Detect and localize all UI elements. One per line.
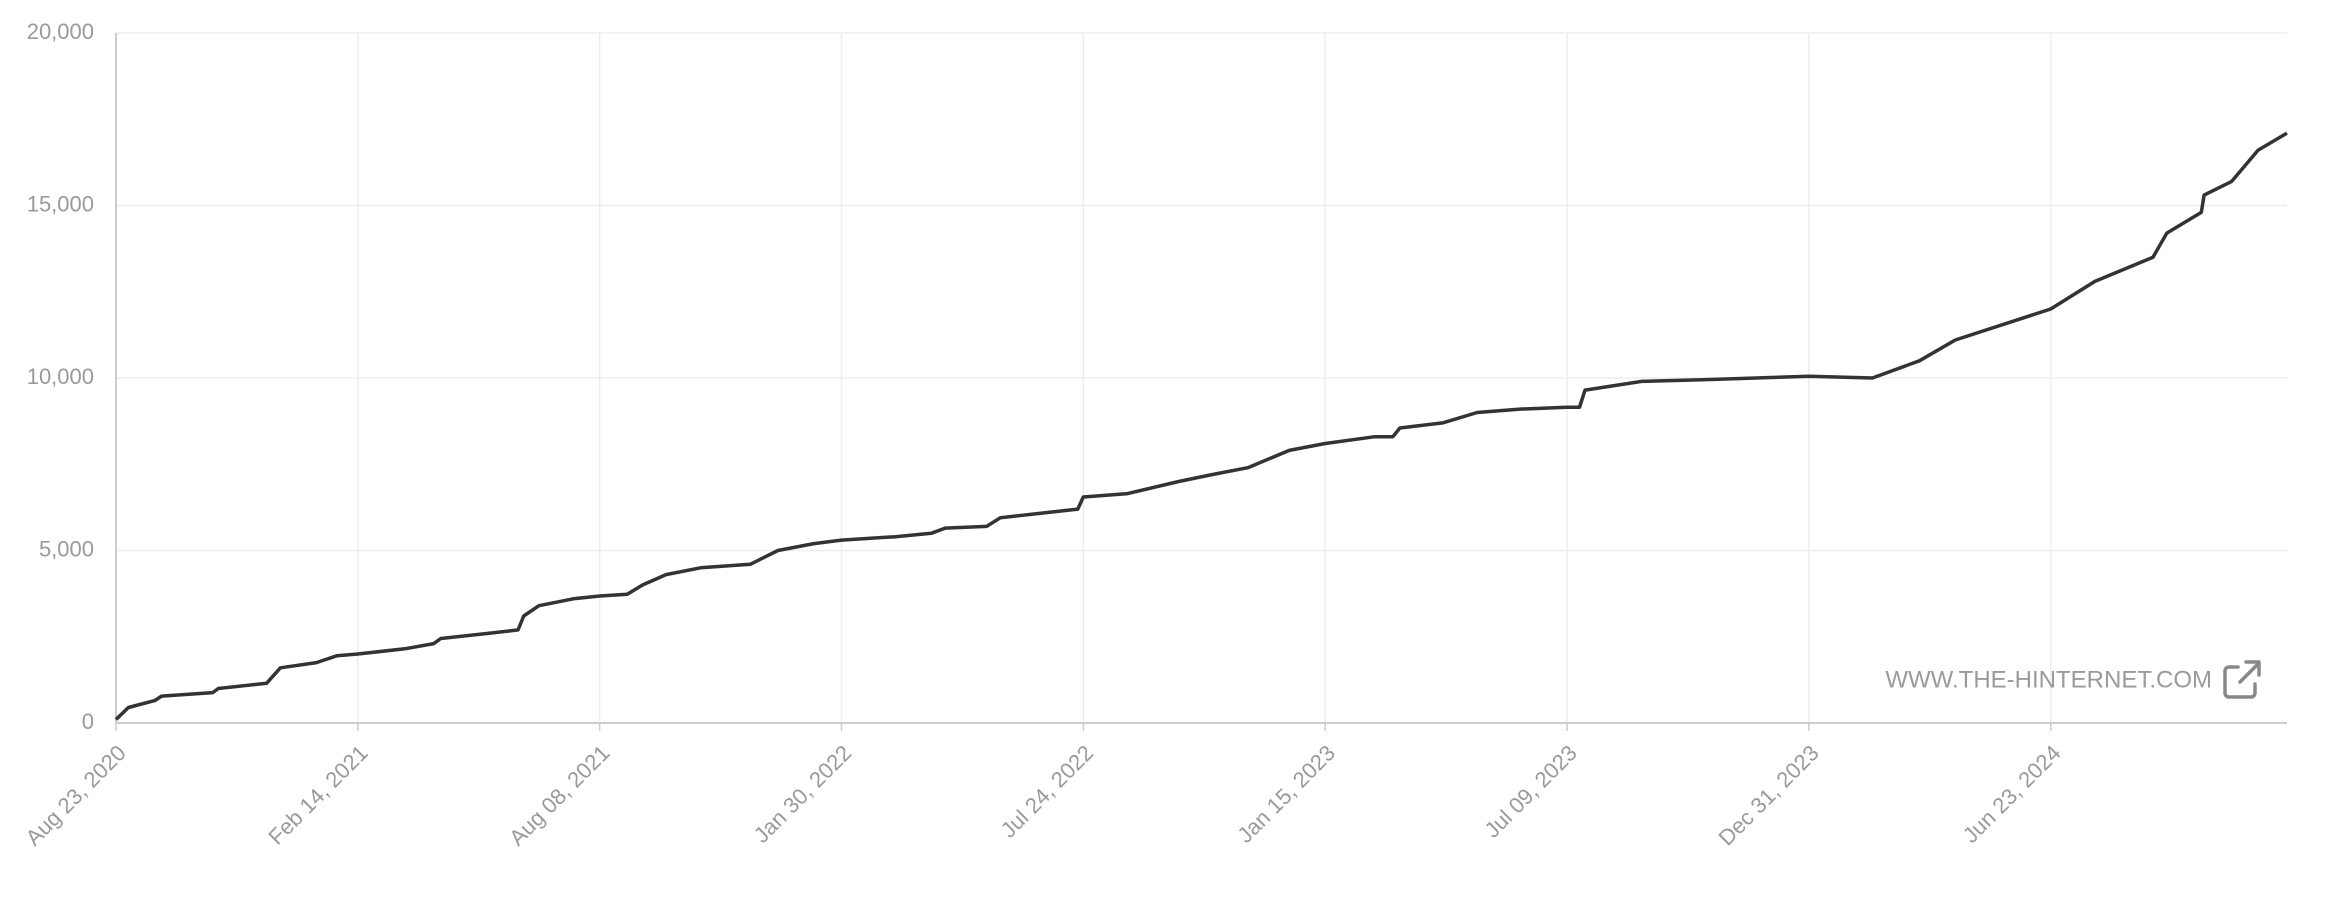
y-tick-label: 10,000	[27, 364, 94, 389]
x-tick-label: Jan 30, 2022	[749, 740, 857, 848]
y-tick-label: 0	[82, 709, 94, 734]
x-tick-label: Dec 31, 2023	[1713, 740, 1823, 850]
external-link-icon[interactable]	[2223, 660, 2261, 699]
x-tick-label: Jun 23, 2024	[1958, 740, 2066, 848]
x-tick-label: Jul 09, 2023	[1479, 740, 1581, 842]
icon-box	[2223, 665, 2257, 699]
x-tick-label: Aug 08, 2021	[504, 740, 614, 850]
y-tick-label: 5,000	[39, 536, 94, 561]
x-tick-label: Jul 24, 2022	[996, 740, 1098, 842]
plot: 0 5,000 10,000 15,000 20,000 Aug 23, 2020 Feb …	[21, 19, 2288, 850]
y-tick-label: 20,000	[27, 19, 94, 44]
icon-arrow	[2238, 660, 2261, 684]
x-tick-label: Jan 15, 2023	[1232, 740, 1340, 848]
data-line	[114, 131, 2288, 721]
y-tick-label: 15,000	[27, 191, 94, 216]
x-tick-label: Aug 23, 2020	[21, 740, 131, 850]
watermark: WWW.THE-HINTERNET.COM	[1885, 666, 2212, 693]
x-tick-label: Feb 14, 2021	[263, 740, 372, 849]
